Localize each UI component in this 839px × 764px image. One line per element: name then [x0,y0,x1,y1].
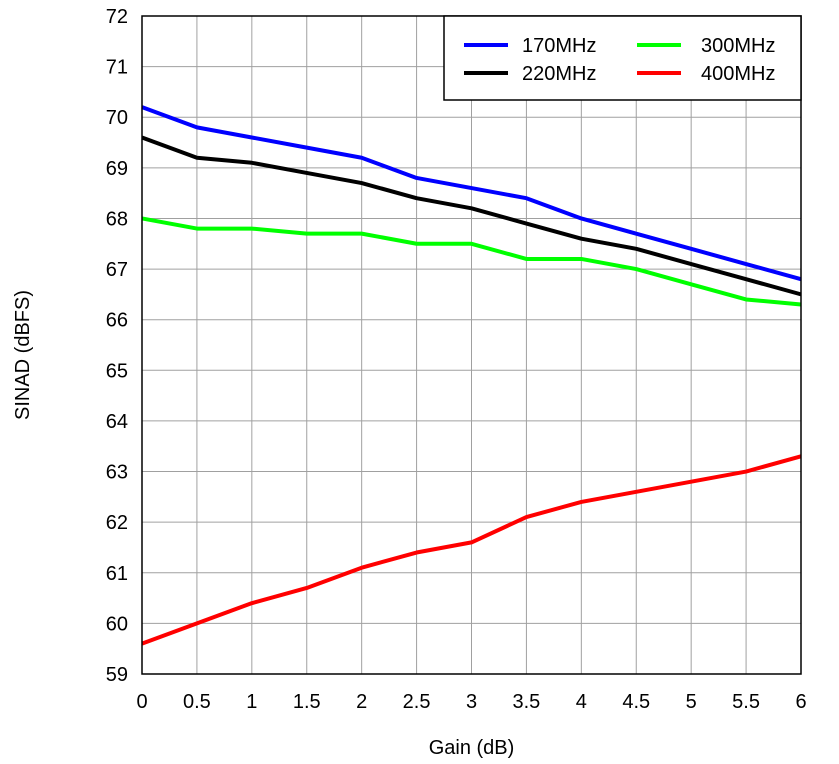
y-tick-label: 60 [106,613,128,635]
series-line-220MHz [141,135,802,297]
x-tick-label: 5.5 [732,691,760,713]
y-tick-labels: 59 60 61 62 63 64 65 66 67 68 69 70 71 72 [106,6,128,686]
legend-label: 400MHz [701,63,775,85]
x-tick-label: 2.5 [403,691,431,713]
y-tick-label: 65 [106,360,128,382]
legend-label: 170MHz [522,35,596,57]
x-tick-label: 5 [686,691,697,713]
series-line-400MHz [141,454,802,646]
y-tick-label: 71 [106,57,128,79]
y-tick-label: 67 [106,259,128,281]
x-tick-label: 1.5 [293,691,321,713]
x-axis-title: Gain (dB) [429,737,515,759]
y-tick-label: 61 [106,563,128,585]
y-tick-label: 69 [106,158,128,180]
x-tick-label: 6 [795,691,806,713]
y-tick-label: 66 [106,310,128,332]
y-tick-label: 62 [106,512,128,534]
legend-label: 300MHz [701,35,775,57]
x-tick-label: 4.5 [622,691,650,713]
y-tick-label: 72 [106,6,128,28]
y-tick-label: 63 [106,462,128,484]
x-tick-label: 3.5 [513,691,541,713]
series-line-300MHz [141,216,802,307]
x-tick-label: 4 [576,691,587,713]
series-layer [141,105,802,646]
y-axis-title: SINAD (dBFS) [12,290,34,420]
x-tick-label: 2 [356,691,367,713]
y-tick-label: 68 [106,208,128,230]
legend: 170MHz 220MHz 300MHz 400MHz [443,15,802,101]
x-tick-label: 0.5 [183,691,211,713]
y-tick-label: 59 [106,664,128,686]
series-line-170MHz [141,105,802,282]
x-tick-labels: 0 0.5 1 1.5 2 2.5 3 3.5 4 4.5 5 5.5 6 [136,691,806,713]
legend-box [443,15,802,101]
x-tick-label: 1 [246,691,257,713]
legend-label: 220MHz [522,63,596,85]
grid-lines [141,15,802,675]
y-tick-label: 70 [106,107,128,129]
x-tick-label: 0 [136,691,147,713]
x-tick-label: 3 [466,691,477,713]
y-tick-label: 64 [106,411,128,433]
